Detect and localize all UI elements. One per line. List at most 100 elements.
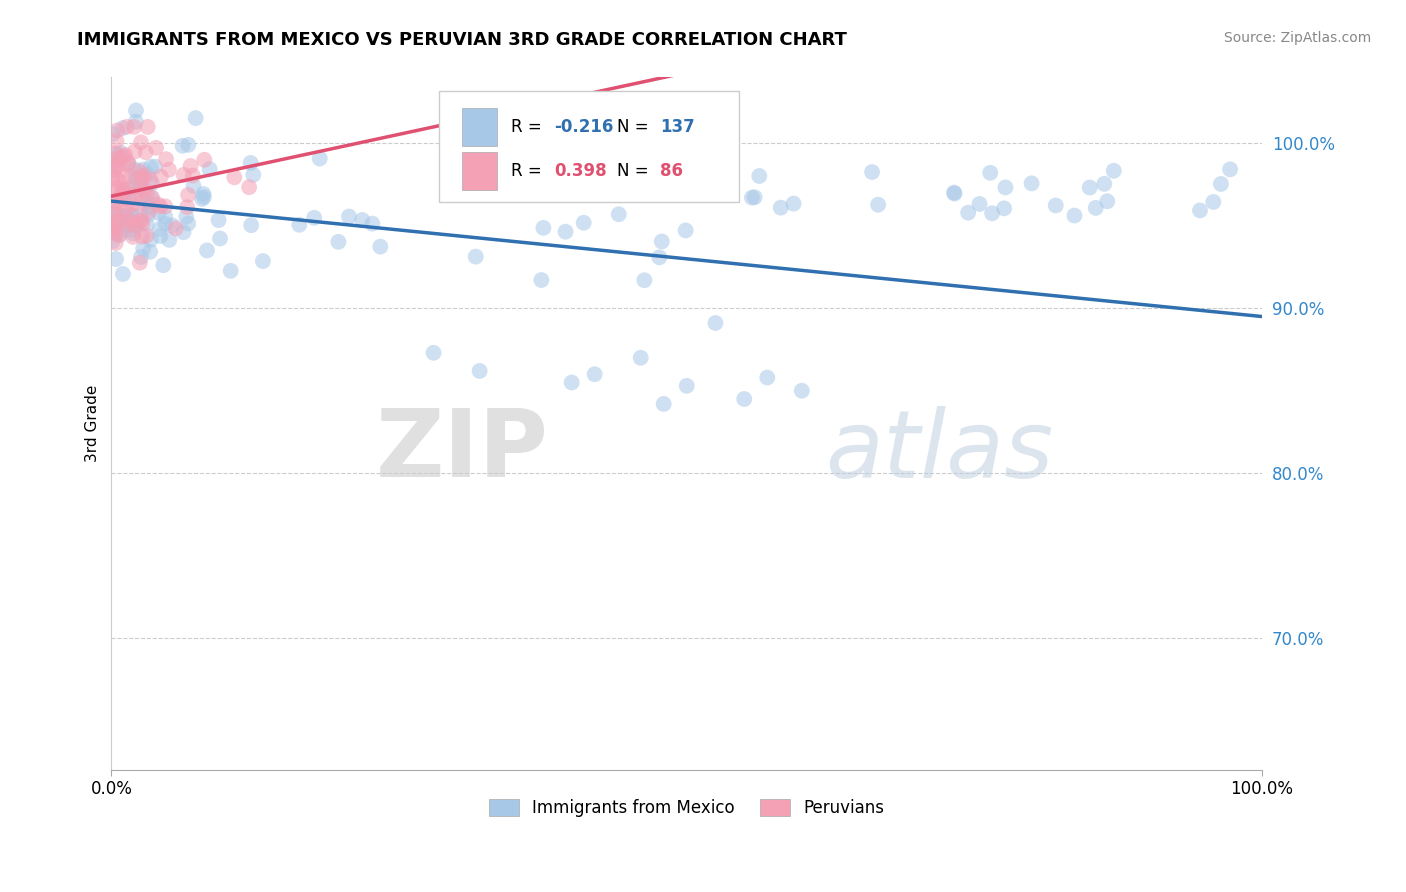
Point	[1188, 203, 1211, 218]
Point	[519, 171, 541, 186]
Point	[112, 211, 135, 226]
Text: N =: N =	[617, 162, 654, 180]
Point	[252, 254, 274, 268]
Point	[155, 199, 177, 213]
Text: IMMIGRANTS FROM MEXICO VS PERUVIAN 3RD GRADE CORRELATION CHART: IMMIGRANTS FROM MEXICO VS PERUVIAN 3RD G…	[77, 31, 848, 49]
Point	[139, 160, 162, 174]
Text: -0.216: -0.216	[554, 119, 614, 136]
Point	[139, 244, 162, 259]
Point	[105, 123, 128, 137]
Point	[115, 202, 138, 216]
Point	[1092, 177, 1115, 191]
Point	[174, 210, 197, 224]
Point	[741, 191, 763, 205]
Point	[114, 187, 136, 202]
Point	[112, 202, 135, 217]
Point	[104, 163, 127, 178]
Point	[128, 164, 150, 178]
Point	[162, 219, 184, 233]
Point	[125, 103, 148, 118]
Text: N =: N =	[617, 119, 654, 136]
Point	[117, 156, 139, 170]
Point	[157, 162, 180, 177]
Point	[141, 177, 163, 191]
Point	[943, 186, 966, 201]
Point	[302, 211, 325, 225]
Point	[1202, 194, 1225, 209]
Point	[1021, 177, 1043, 191]
Point	[468, 364, 491, 378]
Point	[101, 156, 124, 170]
Point	[135, 228, 157, 243]
Text: Source: ZipAtlas.com: Source: ZipAtlas.com	[1223, 31, 1371, 45]
Point	[108, 227, 131, 242]
Point	[191, 192, 214, 206]
Point	[769, 201, 792, 215]
Point	[107, 214, 129, 228]
Point	[337, 210, 360, 224]
Point	[744, 190, 766, 204]
Point	[110, 151, 132, 165]
Point	[860, 165, 883, 179]
Point	[101, 203, 124, 218]
Point	[135, 145, 157, 160]
Point	[648, 250, 671, 264]
Point	[131, 229, 153, 244]
Point	[352, 213, 374, 227]
Point	[733, 392, 755, 406]
Point	[131, 191, 153, 205]
Point	[121, 197, 143, 211]
Legend: Immigrants from Mexico, Peruvians: Immigrants from Mexico, Peruvians	[482, 792, 891, 824]
Point	[561, 376, 583, 390]
Point	[943, 186, 966, 200]
Point	[105, 252, 128, 266]
Point	[103, 208, 125, 222]
Point	[224, 170, 246, 185]
Point	[1097, 194, 1119, 209]
Point	[132, 171, 155, 186]
Point	[979, 166, 1001, 180]
Point	[134, 183, 156, 197]
Point	[172, 139, 194, 153]
Point	[790, 384, 813, 398]
Point	[111, 185, 134, 199]
Point	[193, 190, 215, 204]
Point	[422, 346, 444, 360]
Point	[104, 196, 127, 211]
Point	[181, 169, 204, 183]
Point	[139, 233, 162, 247]
Point	[124, 162, 146, 177]
Point	[107, 159, 129, 173]
Point	[101, 220, 124, 235]
Point	[572, 216, 595, 230]
Point	[124, 145, 146, 159]
Point	[118, 218, 141, 232]
Point	[183, 178, 205, 193]
Point	[530, 273, 553, 287]
Point	[981, 206, 1004, 220]
Point	[103, 160, 125, 174]
Point	[115, 212, 138, 227]
Point	[195, 244, 218, 258]
Point	[239, 156, 262, 170]
Point	[120, 169, 142, 184]
Text: R =: R =	[510, 162, 547, 180]
Point	[152, 258, 174, 272]
Point	[675, 223, 697, 237]
Text: ZIP: ZIP	[375, 406, 548, 498]
Point	[155, 152, 177, 166]
Text: 86: 86	[661, 162, 683, 180]
Point	[111, 209, 134, 223]
Point	[193, 187, 215, 202]
Point	[756, 370, 779, 384]
Point	[1102, 163, 1125, 178]
Point	[138, 207, 160, 221]
Point	[704, 316, 727, 330]
Point	[149, 229, 172, 244]
Point	[122, 230, 145, 244]
Point	[114, 148, 136, 162]
Point	[177, 188, 200, 202]
Text: R =: R =	[510, 119, 547, 136]
Point	[136, 120, 159, 134]
Point	[242, 168, 264, 182]
